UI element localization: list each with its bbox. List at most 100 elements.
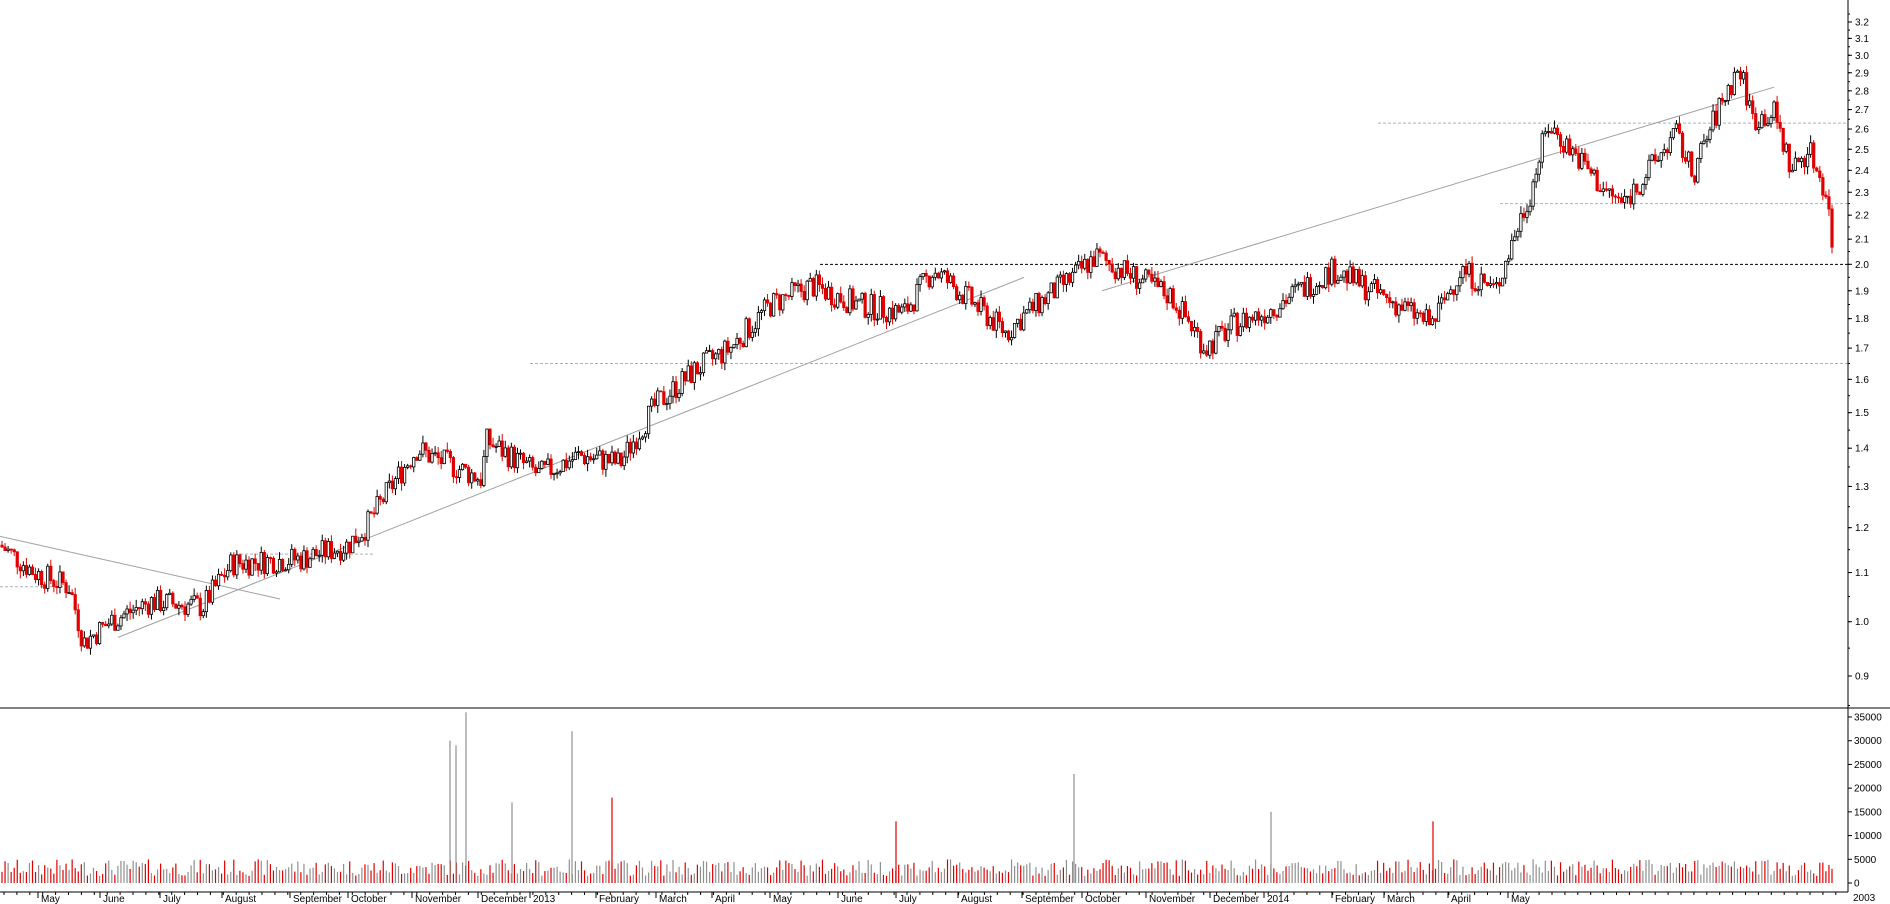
candle-body [689, 365, 693, 383]
candle-body [314, 549, 318, 557]
volume-bar [1697, 860, 1699, 883]
candle-body [976, 302, 980, 312]
volume-peak [511, 802, 513, 883]
volume-bar [684, 862, 686, 883]
volume-bar [150, 873, 153, 883]
candle-body [345, 541, 349, 554]
candle-body [1638, 191, 1642, 195]
candle-body [430, 453, 434, 463]
candle-body [1653, 154, 1657, 162]
candle-body [1461, 266, 1465, 279]
volume-bar [1035, 867, 1037, 883]
volume-bar [910, 868, 912, 883]
volume-bar [1739, 866, 1742, 883]
candle-body [235, 554, 239, 576]
volume-bar [147, 859, 149, 883]
volume-bar [590, 873, 592, 883]
volume-bar [1788, 865, 1790, 883]
volume-bar [99, 875, 101, 883]
candle-body [772, 293, 776, 317]
volume-bar [370, 870, 372, 883]
volume-bar [385, 870, 387, 883]
x-tick-label: February [599, 894, 639, 904]
volume-bar [974, 871, 976, 883]
candle-body [110, 614, 114, 625]
volume-bar [660, 860, 662, 883]
volume-bar [1810, 870, 1812, 883]
volume-bar [666, 864, 668, 883]
volume-bar [1459, 874, 1461, 883]
volume-bar [1029, 862, 1031, 883]
volume-bar [1563, 871, 1565, 883]
candle-body [833, 304, 837, 308]
candle-body [1375, 279, 1380, 294]
candle-body [1241, 312, 1245, 328]
candle-body [753, 328, 757, 333]
candle-body [866, 313, 870, 318]
volume-bar [297, 861, 299, 883]
volume-tick-label: 0 [1854, 879, 1860, 890]
volume-bar [1666, 866, 1668, 883]
volume-bar [1663, 866, 1665, 883]
volume-bar [1303, 867, 1305, 883]
volume-bar [324, 864, 326, 883]
candle-body [939, 271, 944, 279]
candle-body [1211, 340, 1215, 354]
volume-bar [89, 873, 92, 883]
candle-body [1086, 259, 1090, 273]
volume-bar [1319, 865, 1321, 883]
candle-body [1644, 177, 1648, 185]
volume-bar [397, 866, 400, 883]
candle-body [592, 458, 596, 461]
candle-body [326, 541, 330, 558]
volume-bar [468, 860, 470, 883]
candle-body [784, 294, 788, 297]
candle-body [1168, 288, 1172, 304]
volume-bar [1434, 868, 1437, 883]
candle-body [1095, 248, 1099, 267]
volume-bar [623, 860, 625, 883]
x-tick-label: May [1511, 894, 1530, 904]
candle-body [1003, 330, 1008, 333]
volume-bar [1645, 860, 1647, 883]
volume-bar [1575, 875, 1577, 883]
volume-bar [1172, 874, 1174, 883]
candle-body [1022, 312, 1026, 331]
candle-body [521, 452, 526, 464]
volume-bar [1703, 864, 1705, 883]
candle-body [1397, 304, 1401, 316]
volume-bar [1001, 872, 1003, 883]
candle-body [961, 294, 965, 304]
candle-body [537, 468, 541, 474]
candle-body [872, 294, 876, 321]
candle-body [0, 544, 4, 548]
candle-body [70, 592, 74, 595]
x-tick-label: October [351, 894, 387, 904]
candle-body [1299, 281, 1303, 285]
x-tick-label: 2013 [533, 894, 556, 904]
volume-bar [1337, 860, 1339, 883]
candle-body [1379, 289, 1383, 294]
volume-bar [928, 867, 930, 883]
volume-tick-label: 25000 [1854, 760, 1882, 771]
volume-bar [413, 872, 415, 883]
volume-bar [922, 870, 924, 883]
volume-bar [1142, 869, 1144, 883]
candle-body [1577, 153, 1581, 169]
candle-body [3, 546, 7, 551]
volume-bar [568, 859, 570, 883]
candle-body [268, 557, 273, 559]
volume-bar [291, 863, 293, 883]
x-tick-label: December [1213, 894, 1260, 904]
candle-body [1196, 327, 1200, 332]
candle-body [390, 480, 395, 490]
candle-body [1092, 256, 1096, 267]
volume-bar [1547, 870, 1549, 883]
candle-body [418, 453, 422, 461]
candle-body [1162, 281, 1166, 297]
volume-bar [1392, 872, 1394, 883]
volume-bar [754, 863, 756, 883]
volume-bar [943, 868, 946, 883]
volume-bar [605, 861, 607, 883]
candle-body [399, 466, 404, 484]
